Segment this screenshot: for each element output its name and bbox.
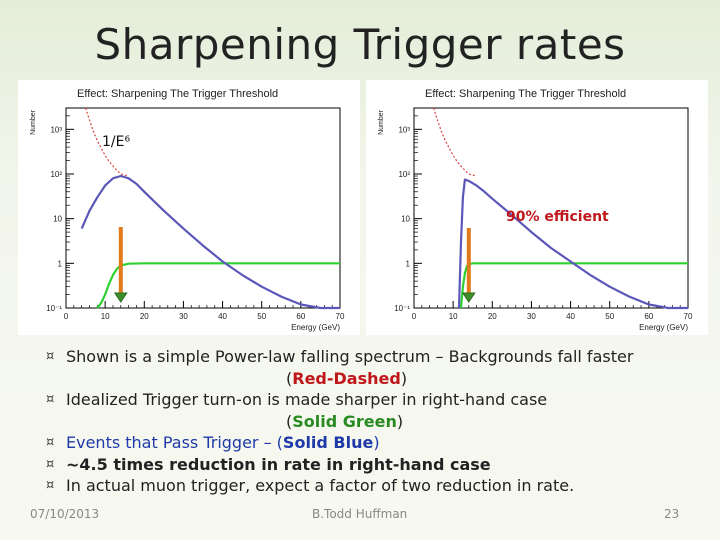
y-tick-label: 10³ bbox=[50, 125, 62, 134]
threshold-arrow-head bbox=[461, 292, 476, 303]
bullet-4-text: ~4.5 times reduction in rate in right-ha… bbox=[66, 454, 491, 474]
bullet-list: ¤ Shown is a simple Power-law falling sp… bbox=[46, 346, 696, 497]
bullet-2-cont: (Solid Green) bbox=[46, 411, 696, 433]
x-tick-label: 60 bbox=[296, 312, 305, 321]
footer-page-number: 23 bbox=[664, 507, 680, 521]
paren-open: ( bbox=[286, 411, 293, 431]
y-axis-label: Number bbox=[30, 109, 37, 135]
bullet-1: ¤ Shown is a simple Power-law falling sp… bbox=[46, 346, 696, 368]
solid-blue-label: Solid Blue bbox=[282, 433, 374, 452]
x-tick-label: 70 bbox=[684, 312, 693, 321]
footer-author: B.Todd Huffman bbox=[312, 507, 408, 521]
y-tick-label: 1 bbox=[406, 259, 411, 268]
plot-frame bbox=[413, 107, 689, 309]
x-tick-label: 30 bbox=[179, 312, 188, 321]
y-tick-label: 10 bbox=[53, 215, 62, 224]
y-tick-label: 10² bbox=[398, 170, 410, 179]
bullet-5-text: In actual muon trigger, expect a factor … bbox=[66, 476, 575, 495]
x-tick-label: 0 bbox=[412, 312, 417, 321]
x-tick-label: 40 bbox=[566, 312, 575, 321]
y-tick-label: 10 bbox=[401, 215, 410, 224]
x-tick-label: 60 bbox=[644, 312, 653, 321]
y-tick-label: 10⁻¹ bbox=[46, 304, 62, 313]
bullet-icon: ¤ bbox=[46, 392, 55, 407]
x-axis-label: Energy (GeV) bbox=[639, 323, 688, 332]
x-tick-label: 0 bbox=[64, 312, 69, 321]
x-tick-label: 10 bbox=[449, 312, 458, 321]
series-blue-solid bbox=[457, 178, 688, 310]
x-tick-label: 10 bbox=[101, 312, 110, 321]
x-tick-label: 30 bbox=[527, 312, 536, 321]
plot-frame bbox=[65, 107, 341, 309]
bullet-icon: ¤ bbox=[46, 456, 55, 472]
y-axis-label: Number bbox=[378, 109, 385, 135]
y-tick-label: 1 bbox=[58, 259, 63, 268]
footer-date: 07/10/2013 bbox=[30, 507, 100, 521]
solid-green-label: Solid Green bbox=[292, 411, 397, 431]
bullet-1-cont: (Red-Dashed) bbox=[46, 368, 696, 390]
x-tick-label: 20 bbox=[140, 312, 149, 321]
bullet-2-text: Idealized Trigger turn-on is made sharpe… bbox=[66, 390, 548, 409]
paren-close: ) bbox=[400, 368, 408, 388]
bullet-icon: ¤ bbox=[46, 349, 55, 364]
annotation-label: 1/E⁶ bbox=[102, 134, 130, 150]
bullet-2: ¤ Idealized Trigger turn-on is made shar… bbox=[46, 389, 696, 411]
bullet-3-text: Events that Pass Trigger – ( bbox=[66, 433, 283, 452]
paren-close: ) bbox=[373, 433, 380, 452]
slide-title: Sharpening Trigger rates bbox=[94, 20, 626, 69]
red-dashed-label: Red-Dashed bbox=[292, 368, 401, 388]
bullet-3: ¤ Events that Pass Trigger – (Solid Blue… bbox=[46, 432, 696, 454]
y-tick-label: 10³ bbox=[398, 125, 410, 134]
bullet-icon: ¤ bbox=[46, 435, 55, 450]
bullet-icon: ¤ bbox=[46, 478, 55, 493]
threshold-arrow-head bbox=[113, 292, 128, 303]
annotation-label: 90% efficient bbox=[506, 209, 609, 225]
bullet-5: ¤ In actual muon trigger, expect a facto… bbox=[46, 475, 696, 497]
x-tick-label: 50 bbox=[257, 312, 266, 321]
series-red-dashed bbox=[433, 107, 477, 177]
bullet-4: ¤ ~4.5 times reduction in rate in right-… bbox=[46, 454, 696, 476]
y-tick-label: 10² bbox=[50, 170, 62, 179]
x-axis-label: Energy (GeV) bbox=[291, 323, 340, 332]
right-chart: Effect: Sharpening The Trigger Threshold… bbox=[378, 88, 693, 332]
x-tick-label: 40 bbox=[218, 312, 227, 321]
series-green-solid bbox=[459, 262, 688, 309]
x-tick-label: 20 bbox=[488, 312, 497, 321]
chart-title: Effect: Sharpening The Trigger Threshold bbox=[77, 88, 278, 100]
y-tick-label: 10⁻¹ bbox=[394, 304, 410, 313]
right-chart-panel: Effect: Sharpening The Trigger Threshold… bbox=[366, 80, 708, 335]
left-chart: Effect: Sharpening The Trigger Threshold… bbox=[30, 88, 345, 332]
x-tick-label: 70 bbox=[336, 312, 345, 321]
series-red-dashed bbox=[85, 107, 129, 177]
series-green-solid bbox=[96, 262, 340, 309]
paren-close: ) bbox=[396, 411, 404, 431]
bullet-1-text: Shown is a simple Power-law falling spec… bbox=[66, 347, 634, 366]
paren-open: ( bbox=[286, 368, 293, 388]
chart-title: Effect: Sharpening The Trigger Threshold bbox=[425, 88, 626, 100]
series-blue-solid bbox=[80, 174, 340, 310]
x-tick-label: 50 bbox=[605, 312, 614, 321]
left-chart-panel: Effect: Sharpening The Trigger Threshold… bbox=[18, 80, 360, 335]
